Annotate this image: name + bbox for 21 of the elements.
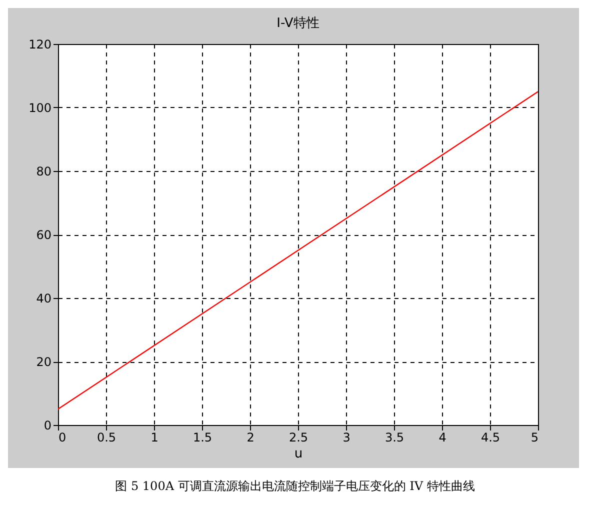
- chart-title: I-V特性: [276, 16, 320, 31]
- x-tick-label: 5: [530, 430, 538, 444]
- x-tick-label: 4: [438, 430, 446, 444]
- y-tick-label: 80: [36, 164, 52, 178]
- y-tick-label: 20: [36, 355, 52, 369]
- x-axis-title: u: [294, 446, 303, 462]
- x-tick-label: 3.5: [384, 430, 404, 444]
- y-tick-label: 120: [28, 38, 52, 52]
- x-tick-label: 2.5: [288, 430, 308, 444]
- y-tick-label: 60: [36, 228, 52, 242]
- y-tick-label: 100: [28, 101, 52, 115]
- x-tick-label: 1.5: [192, 430, 212, 444]
- x-tick-label: 2: [246, 430, 254, 444]
- caption: 图 5 100A 可调直流源输出电流随控制端子电压变化的 IV 特性曲线: [114, 478, 476, 495]
- x-tick-label: 0.5: [96, 430, 116, 444]
- x-tick-label: 3: [342, 430, 350, 444]
- x-tick-label: 1: [150, 430, 158, 444]
- x-tick-label: 0: [58, 430, 66, 444]
- y-tick-label: 0: [44, 418, 52, 432]
- x-tick-label: 4.5: [480, 430, 500, 444]
- y-tick-label: 40: [36, 292, 52, 306]
